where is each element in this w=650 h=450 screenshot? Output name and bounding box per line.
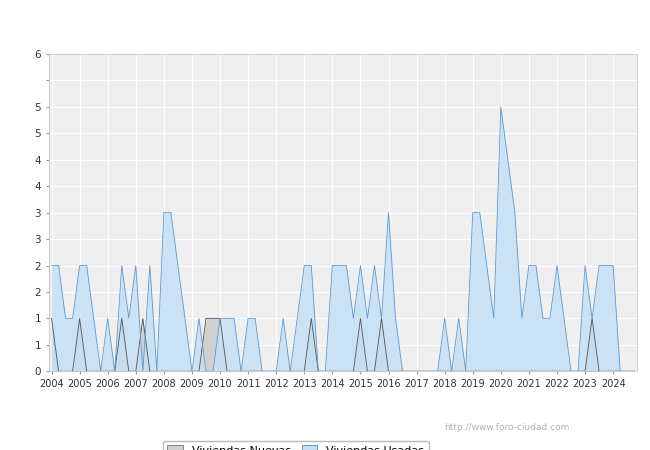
- Legend: Viviendas Nuevas, Viviendas Usadas: Viviendas Nuevas, Viviendas Usadas: [162, 441, 429, 450]
- Text: Ataquines - Evolucion del Nº de Transacciones Inmobiliarias: Ataquines - Evolucion del Nº de Transacc…: [126, 17, 524, 30]
- Text: http://www.foro-ciudad.com: http://www.foro-ciudad.com: [445, 423, 569, 432]
